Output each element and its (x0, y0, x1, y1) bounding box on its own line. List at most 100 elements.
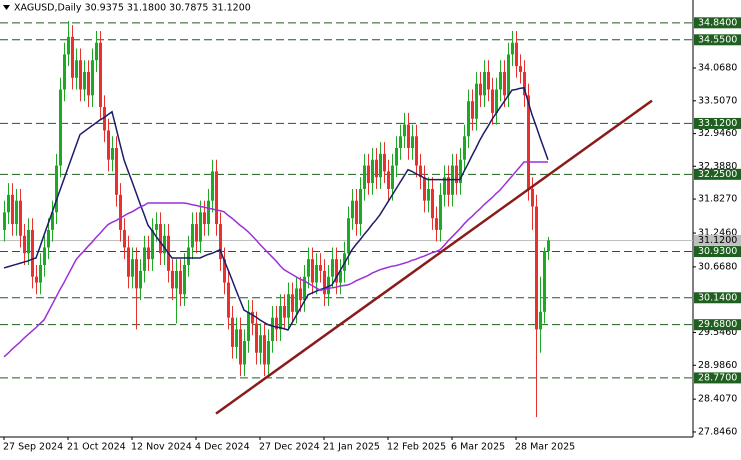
candle-body (103, 107, 106, 131)
candle-body (99, 42, 102, 108)
candle-body (307, 259, 310, 277)
symbol-menu-icon[interactable] (3, 5, 10, 10)
moving-average-line (3, 161, 548, 358)
candle-body (371, 159, 374, 184)
candle-body (403, 124, 406, 137)
candle-body (387, 171, 390, 189)
candle-body (467, 101, 470, 137)
candle-body (323, 270, 326, 295)
candle-body (127, 247, 130, 277)
candle-body (295, 288, 298, 312)
candle-body (203, 212, 206, 225)
level-label: 30.1400 (698, 292, 737, 303)
candle-body (367, 165, 370, 184)
candle-body (539, 311, 542, 330)
x-tick-label: 12 Nov 2024 (131, 442, 192, 453)
candle-body (267, 341, 270, 365)
candle-body (503, 71, 506, 96)
candle-body (187, 247, 190, 266)
last-price-label: 31.1200 (698, 235, 737, 246)
candle-body (347, 218, 350, 254)
candle-body (123, 229, 126, 248)
x-tick-label: 27 Dec 2024 (259, 442, 320, 453)
candle-body (215, 171, 218, 225)
level-label-box (694, 34, 741, 46)
last-price-box (694, 234, 741, 246)
candle-body (239, 329, 242, 365)
candle-body (135, 259, 138, 289)
candle-body (243, 341, 246, 365)
chart-title: XAGUSD,Daily 30.9375 31.1800 30.7875 31.… (14, 3, 251, 14)
candle-body (427, 188, 430, 201)
level-label-box (694, 168, 741, 180)
candle-body (535, 206, 538, 330)
x-tick-label: 21 Jan 2025 (323, 442, 380, 453)
candle-body (355, 200, 358, 225)
candle-body (43, 247, 46, 266)
candle-body (11, 194, 14, 225)
level-label: 30.9300 (698, 246, 737, 257)
candle-body (331, 259, 334, 277)
candle-body (143, 247, 146, 271)
candle-body (455, 165, 458, 184)
candle-body (363, 165, 366, 189)
y-tick-label: 28.4070 (698, 394, 737, 405)
candle-body (191, 224, 194, 248)
candle-body (519, 66, 522, 72)
y-tick-label: 27.8460 (698, 426, 737, 437)
candle-body (223, 259, 226, 283)
level-label-box (694, 246, 741, 258)
candle-body (115, 148, 118, 195)
candle-body (151, 229, 154, 260)
candle-body (319, 265, 322, 271)
candle-body (207, 200, 210, 225)
candle-body (507, 54, 510, 96)
candle-body (375, 159, 378, 178)
candle-body (359, 188, 362, 225)
candle-body (483, 71, 486, 96)
candle-body (47, 229, 50, 248)
candle-body (339, 270, 342, 283)
candle-body (379, 153, 382, 178)
candle-body (219, 224, 222, 260)
y-tick-label: 32.3880 (698, 161, 737, 172)
level-label: 34.5500 (698, 34, 737, 45)
candle-body (391, 165, 394, 189)
candle-body (247, 311, 250, 342)
candle-body (67, 36, 70, 55)
y-tick-label: 31.8270 (698, 194, 737, 205)
candle-body (119, 194, 122, 230)
candle-body (471, 101, 474, 119)
candle-body (327, 276, 330, 295)
candle-body (383, 153, 386, 172)
candle-body (491, 89, 494, 113)
candle-body (179, 270, 182, 295)
candle-body (195, 224, 198, 242)
candle-body (59, 89, 62, 166)
y-tick-label: 30.6680 (698, 261, 737, 272)
candle-body (299, 288, 302, 301)
candle-body (415, 136, 418, 166)
candle-body (275, 317, 278, 330)
x-tick-label: 12 Feb 2025 (387, 442, 446, 453)
candle-body (479, 83, 482, 96)
candle-body (31, 229, 34, 277)
candle-body (7, 194, 10, 213)
x-tick-label: 4 Dec 2024 (195, 442, 250, 453)
candle-body (171, 270, 174, 289)
candle-body (431, 188, 434, 219)
candle-body (231, 317, 234, 347)
candle-body (475, 83, 478, 119)
candle-body (287, 294, 290, 318)
candle-body (39, 265, 42, 283)
candle-body (63, 54, 66, 90)
candle-body (435, 218, 438, 230)
candle-body (443, 177, 446, 195)
candle-body (423, 177, 426, 201)
candle-body (15, 200, 18, 225)
candle-body (283, 305, 286, 318)
candle-body (291, 294, 294, 312)
x-tick-label: 21 Oct 2024 (67, 442, 126, 453)
